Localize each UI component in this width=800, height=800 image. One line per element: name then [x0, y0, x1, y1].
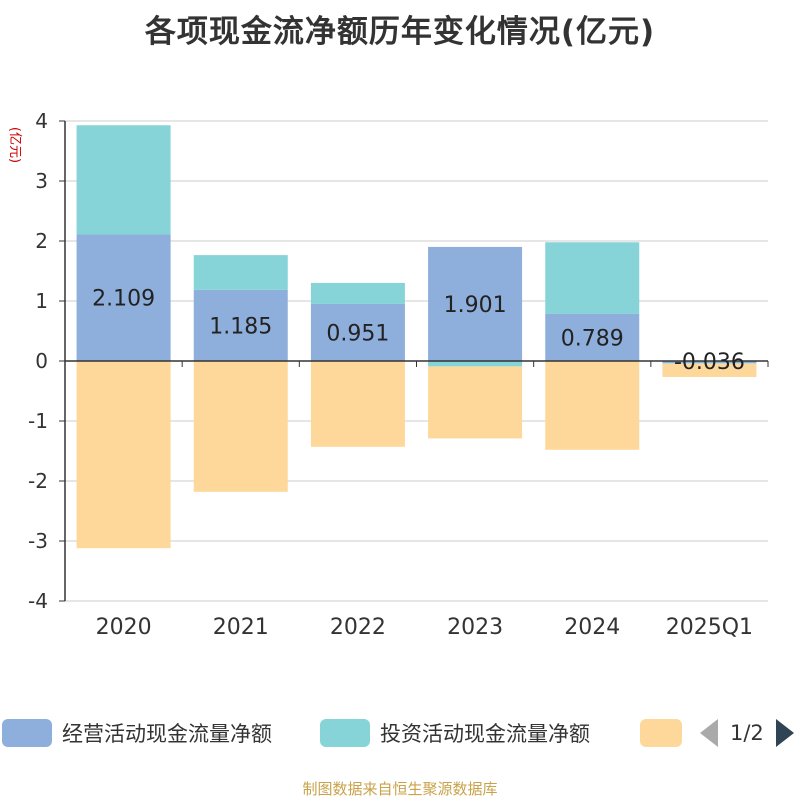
y-tick-label: 4 — [35, 109, 48, 133]
legend-item-financing[interactable] — [640, 718, 682, 748]
data-labels: 2.109 1.185 0.951 1.901 0.789 -0.036 — [92, 287, 745, 375]
legend-swatch-financing — [640, 719, 682, 747]
source-footer: 制图数据来自恒生聚源数据库 — [302, 780, 498, 798]
legend-prev-icon[interactable] — [700, 719, 718, 747]
y-tick-label: 3 — [35, 169, 48, 193]
y-tick-label: -4 — [28, 589, 48, 613]
data-label: 1.901 — [444, 293, 507, 318]
chart-title: 各项现金流净额历年变化情况(亿元) — [144, 14, 656, 50]
bar-1-2024 — [545, 242, 640, 314]
bar-2-2024 — [545, 361, 640, 450]
legend-swatch-operating — [2, 719, 52, 747]
bar-chart: 4 3 2 1 0 -1 -2 -3 -4 (亿元) 2020 2021 2022 2023 2024 202… — [7, 109, 769, 640]
legend-pager: 1/2 — [700, 718, 794, 748]
bar-1-2021 — [193, 255, 288, 290]
bar-2-2025Q1 — [662, 363, 757, 377]
bars — [76, 125, 757, 549]
y-axis-label: (亿元) — [7, 127, 22, 163]
x-tick-label: 2023 — [447, 615, 503, 640]
y-tick-label: -3 — [28, 529, 48, 553]
bar-0-2020 — [76, 234, 171, 361]
bar-0-2023 — [428, 246, 523, 361]
bar-0-2022 — [310, 303, 405, 361]
x-tick-label: 2025Q1 — [666, 615, 753, 640]
gridlines — [65, 120, 768, 602]
legend-next-icon[interactable] — [775, 719, 794, 747]
data-label: 2.109 — [92, 287, 155, 312]
y-tick-label: 0 — [35, 349, 48, 373]
y-tick-label: 1 — [35, 289, 48, 313]
bar-1-2020 — [76, 125, 171, 235]
axes: 4 3 2 1 0 -1 -2 -3 -4 (亿元) 2020 2021 2022 2023 2024 202… — [7, 109, 769, 640]
legend-label-investing: 投资活动现金流量净额 — [380, 722, 590, 746]
legend-page-indicator: 1/2 — [730, 721, 764, 745]
bar-0-2024 — [545, 313, 640, 361]
x-tick-label: 2022 — [330, 615, 386, 640]
x-tick-label: 2020 — [96, 615, 152, 640]
data-label: -0.036 — [674, 350, 745, 375]
x-tick-label: 2024 — [564, 615, 620, 640]
y-tick-label: 2 — [35, 229, 48, 253]
legend-item-operating[interactable]: 经营活动现金流量净额 — [2, 718, 272, 748]
bar-0-2025Q1 — [662, 361, 757, 364]
bar-1-2023 — [428, 361, 523, 367]
legend-label-operating: 经营活动现金流量净额 — [62, 722, 272, 746]
y-tick-label: -1 — [28, 409, 48, 433]
bar-0-2021 — [193, 289, 288, 361]
x-tick-label: 2021 — [213, 615, 269, 640]
data-label: 0.789 — [561, 326, 624, 351]
bar-1-2022 — [310, 282, 405, 304]
bar-2-2021 — [193, 361, 288, 492]
bar-2-2023 — [428, 366, 523, 439]
data-label: 1.185 — [209, 314, 272, 339]
bar-1-2025Q1 — [662, 363, 757, 364]
y-tick-label: -2 — [28, 469, 48, 493]
bar-2-2022 — [310, 361, 405, 447]
data-label: 0.951 — [326, 321, 389, 346]
bar-2-2020 — [76, 361, 171, 549]
legend: 经营活动现金流量净额 投资活动现金流量净额 1/2 — [0, 712, 800, 756]
legend-item-investing[interactable]: 投资活动现金流量净额 — [320, 718, 590, 748]
legend-swatch-investing — [320, 719, 370, 747]
